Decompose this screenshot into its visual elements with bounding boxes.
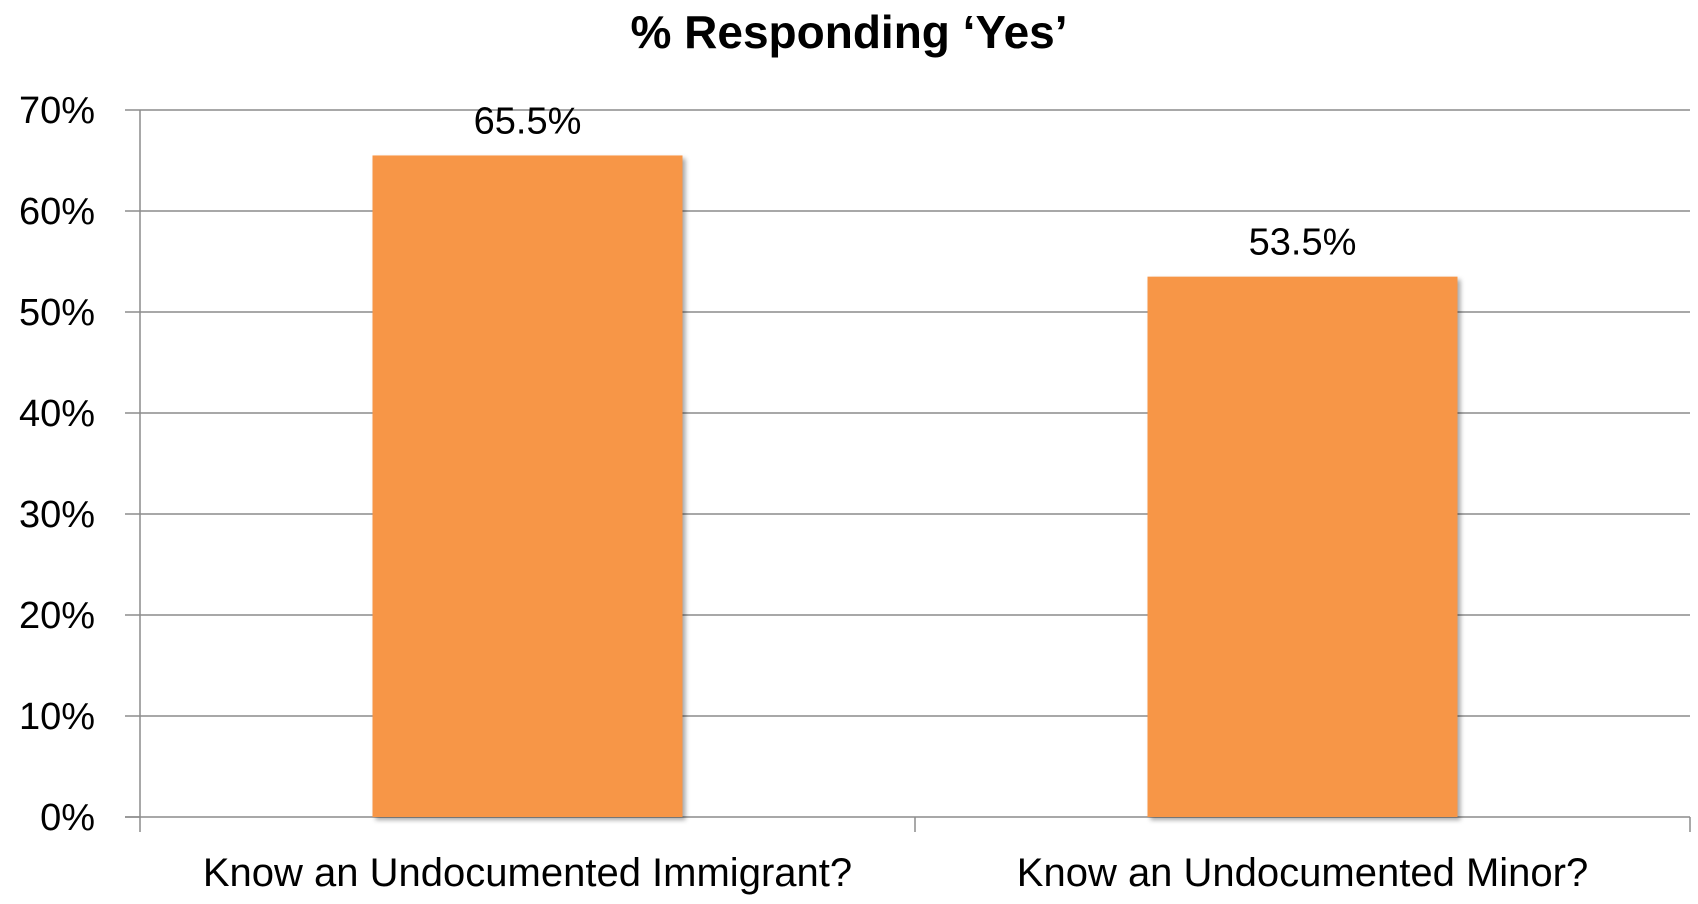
y-tick-label: 40%	[19, 393, 95, 435]
x-category-label: Know an Undocumented Minor?	[1017, 851, 1588, 895]
y-tick-label: 60%	[19, 191, 95, 233]
y-tick-label: 30%	[19, 494, 95, 536]
y-tick-label: 50%	[19, 292, 95, 334]
labels: 0% 10% 20% 30% 40% 50% 60% 70% 65.5% Know an Undo…	[19, 90, 1588, 895]
x-category-label: Know an Undocumented Immigrant?	[203, 851, 852, 895]
data-label: 65.5%	[474, 100, 582, 142]
y-tick-label: 10%	[19, 696, 95, 738]
y-tick-label: 20%	[19, 595, 95, 637]
chart-title: % Responding ‘Yes’	[630, 6, 1068, 58]
bar	[372, 155, 683, 817]
y-tick-label: 0%	[40, 797, 95, 839]
bars	[372, 155, 1458, 817]
data-label: 53.5%	[1249, 222, 1357, 264]
y-tick-label: 70%	[19, 90, 95, 132]
bar	[1147, 276, 1458, 817]
